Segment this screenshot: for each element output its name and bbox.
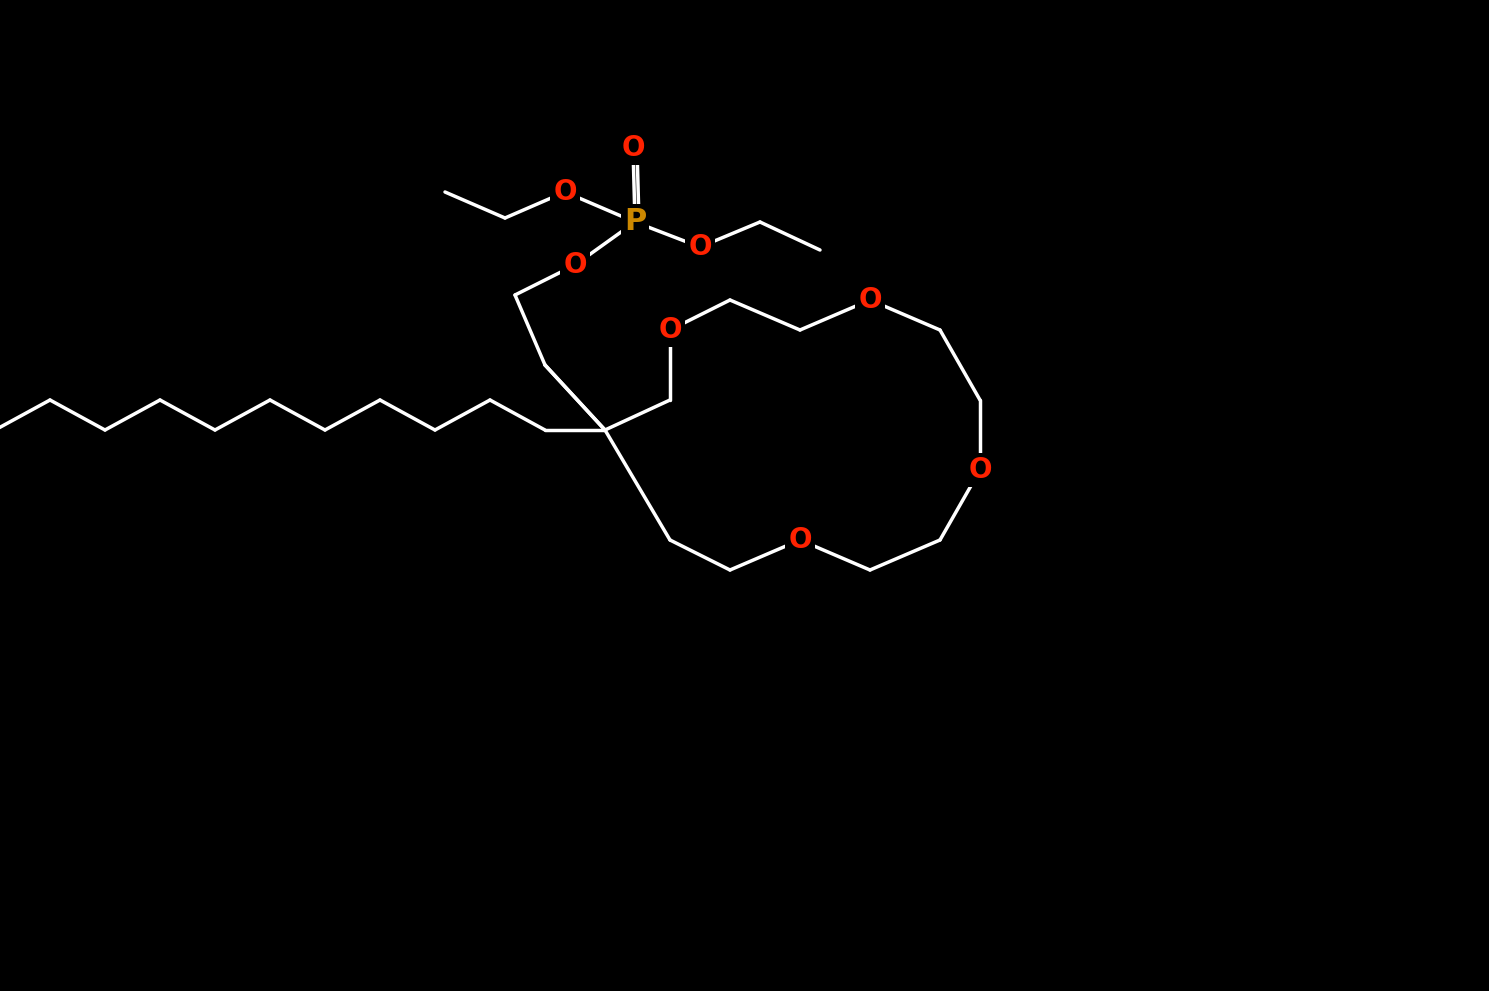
Text: O: O <box>688 233 712 261</box>
Text: P: P <box>624 207 646 237</box>
Text: O: O <box>658 316 682 344</box>
Text: O: O <box>563 251 587 279</box>
Text: O: O <box>788 526 812 554</box>
Text: O: O <box>968 456 992 484</box>
Text: O: O <box>858 286 881 314</box>
Text: O: O <box>621 134 645 162</box>
Text: O: O <box>554 178 576 206</box>
